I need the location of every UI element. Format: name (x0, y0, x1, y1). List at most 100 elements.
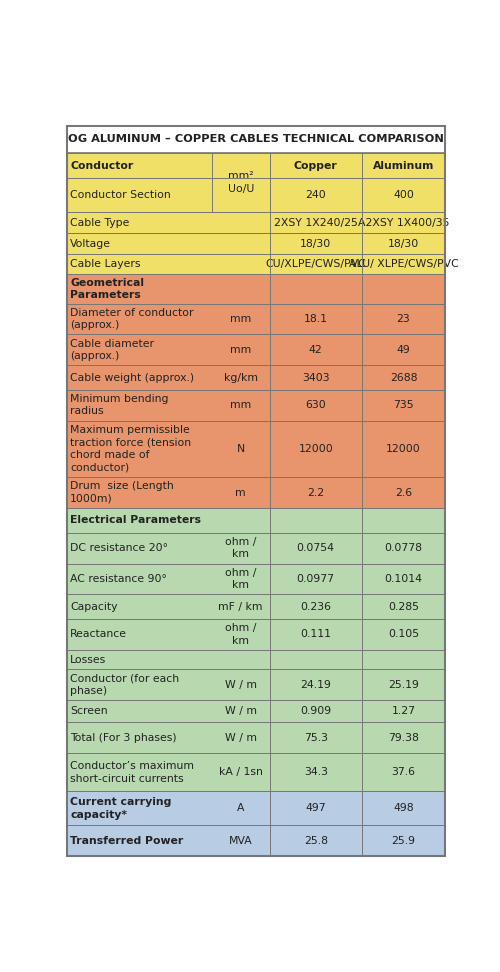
Bar (67, 700, 446, 722)
Text: Total (For 3 phases): Total (For 3 phases) (70, 733, 177, 743)
Text: Conductor: Conductor (70, 160, 134, 171)
Text: 0.236: 0.236 (300, 602, 331, 611)
Text: Diameter of conductor
(approx.): Diameter of conductor (approx.) (70, 308, 194, 330)
Text: Screen: Screen (70, 707, 108, 716)
Text: Drum  size (Length
1000m): Drum size (Length 1000m) (70, 481, 174, 503)
Text: Aluminum: Aluminum (373, 160, 434, 171)
Bar (67, 334, 446, 365)
Bar (67, 619, 446, 649)
Text: 24.19: 24.19 (300, 679, 331, 690)
Bar (67, 564, 446, 594)
Text: 2688: 2688 (390, 372, 417, 383)
Bar (67, 233, 446, 254)
Text: MVA: MVA (229, 836, 252, 846)
Text: 42: 42 (309, 345, 322, 355)
Text: mF / km: mF / km (218, 602, 263, 611)
Text: m: m (236, 488, 246, 498)
Text: 49: 49 (396, 345, 410, 355)
Text: 497: 497 (306, 804, 326, 814)
Text: 25.19: 25.19 (388, 679, 419, 690)
Text: 1.27: 1.27 (392, 707, 415, 716)
Text: Conductor’s maximum
short-circuit currents: Conductor’s maximum short-circuit curren… (70, 761, 194, 783)
Text: 0.1014: 0.1014 (384, 573, 422, 584)
Bar (67, 791, 446, 825)
Text: 18.1: 18.1 (304, 314, 328, 324)
Bar (212, 154, 270, 212)
Bar (67, 154, 446, 178)
Text: Cable diameter
(approx.): Cable diameter (approx.) (70, 338, 154, 361)
Text: 34.3: 34.3 (304, 767, 328, 778)
Text: W / m: W / m (225, 707, 257, 716)
Text: Current carrying
capacity*: Current carrying capacity* (70, 797, 172, 819)
Bar (67, 125, 446, 154)
Text: 25.9: 25.9 (392, 836, 415, 846)
Text: 498: 498 (393, 804, 414, 814)
Text: 79.38: 79.38 (388, 733, 419, 743)
Text: mm²
Uo/U: mm² Uo/U (228, 171, 254, 194)
Bar (67, 508, 446, 533)
Bar (67, 753, 446, 791)
Text: CU/XLPE/CWS/PVC: CU/XLPE/CWS/PVC (266, 259, 366, 269)
Text: 3403: 3403 (302, 372, 330, 383)
Text: mm: mm (230, 400, 252, 410)
Text: 0.285: 0.285 (388, 602, 419, 611)
Bar (67, 274, 446, 303)
Text: 240: 240 (306, 190, 326, 200)
Text: DC resistance 20°: DC resistance 20° (70, 543, 168, 553)
Text: 2XSY 1X240/25: 2XSY 1X240/25 (274, 218, 357, 227)
Bar (67, 365, 446, 390)
Text: 12000: 12000 (298, 444, 333, 454)
Bar (67, 303, 446, 334)
Text: 25.8: 25.8 (304, 836, 328, 846)
Text: ALU/ XLPE/CWS/PVC: ALU/ XLPE/CWS/PVC (348, 259, 459, 269)
Text: A: A (237, 804, 244, 814)
Bar (67, 178, 446, 212)
Text: 0.0778: 0.0778 (384, 543, 422, 553)
Bar (67, 594, 446, 619)
Text: Geometrical
Parameters: Geometrical Parameters (70, 278, 144, 300)
Text: 630: 630 (306, 400, 326, 410)
Bar (67, 477, 446, 508)
Text: 75.3: 75.3 (304, 733, 328, 743)
Text: 0.909: 0.909 (300, 707, 332, 716)
Text: 735: 735 (393, 400, 414, 410)
Text: Maximum permissible
traction force (tension
chord made of
conductor): Maximum permissible traction force (tens… (70, 426, 192, 472)
Text: kg/km: kg/km (224, 372, 258, 383)
Text: 2.2: 2.2 (307, 488, 324, 498)
Text: Cable Type: Cable Type (70, 218, 130, 227)
Text: Conductor Section: Conductor Section (70, 190, 171, 200)
Text: W / m: W / m (225, 679, 257, 690)
Text: A2XSY 1X400/35: A2XSY 1X400/35 (358, 218, 449, 227)
Text: Copper: Copper (294, 160, 338, 171)
Text: 2.6: 2.6 (395, 488, 412, 498)
Bar (67, 421, 446, 477)
Text: Reactance: Reactance (70, 629, 127, 640)
Text: Minimum bending
radius: Minimum bending radius (70, 394, 169, 416)
Bar (67, 533, 446, 564)
Bar (67, 670, 446, 700)
Bar (67, 254, 446, 274)
Text: ohm /
km: ohm / km (225, 537, 256, 559)
Text: Voltage: Voltage (70, 238, 111, 249)
Text: ohm /
km: ohm / km (225, 568, 256, 590)
Text: Cable weight (approx.): Cable weight (approx.) (70, 372, 194, 383)
Text: kA / 1sn: kA / 1sn (219, 767, 262, 778)
Bar (67, 390, 446, 421)
Text: 0.0754: 0.0754 (296, 543, 335, 553)
Text: 0.0977: 0.0977 (296, 573, 335, 584)
Bar (67, 212, 446, 233)
Text: 18/30: 18/30 (388, 238, 419, 249)
Text: W / m: W / m (225, 733, 257, 743)
Text: mm: mm (230, 314, 252, 324)
Text: Capacity: Capacity (70, 602, 118, 611)
Text: 23: 23 (396, 314, 410, 324)
Bar (67, 825, 446, 856)
Text: Electrical Parameters: Electrical Parameters (70, 515, 201, 526)
Text: Cable Layers: Cable Layers (70, 259, 141, 269)
Text: Losses: Losses (70, 654, 106, 665)
Text: 0.111: 0.111 (300, 629, 331, 640)
Text: 18/30: 18/30 (300, 238, 332, 249)
Text: 37.6: 37.6 (392, 767, 415, 778)
Text: 400: 400 (393, 190, 414, 200)
Text: 0.105: 0.105 (388, 629, 419, 640)
